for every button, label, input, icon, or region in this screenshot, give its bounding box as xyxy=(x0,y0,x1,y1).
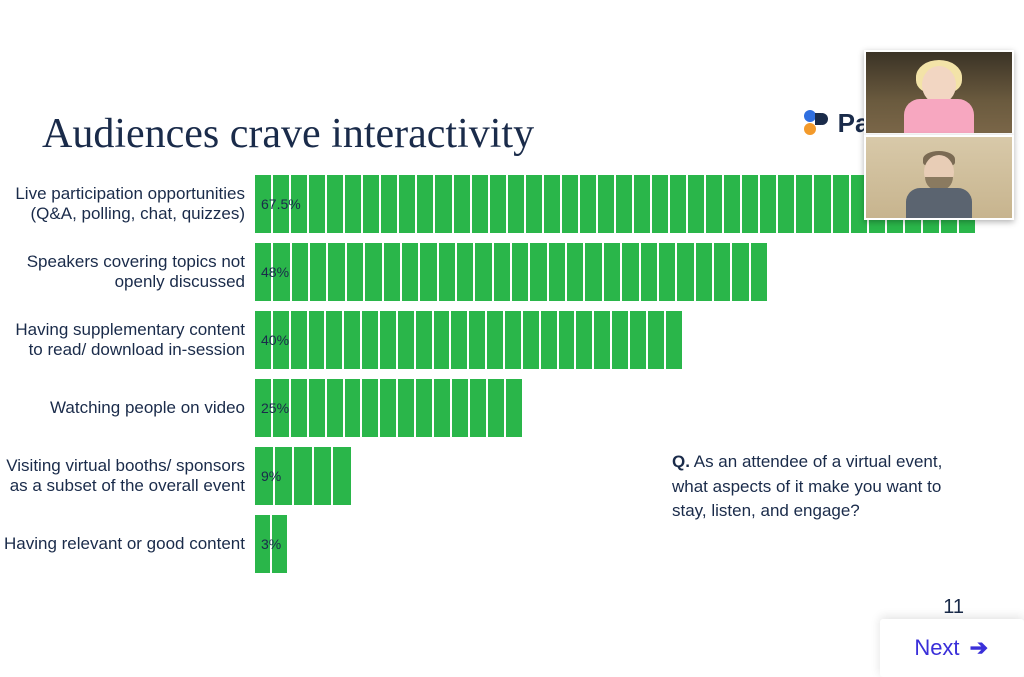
webcam-panel xyxy=(864,50,1014,220)
slide: Audiences crave interactivity Path Live … xyxy=(0,0,1024,677)
chart-row: Watching people on video 25% xyxy=(0,379,1000,437)
chart-bar-track: 48% xyxy=(255,243,975,301)
chart-bar-value: 9% xyxy=(261,468,281,484)
page-number: 11 xyxy=(943,596,964,619)
webcam-thumbnail-2[interactable] xyxy=(864,135,1014,220)
chart-bar-track: 25% xyxy=(255,379,975,437)
chart-row-label: Speakers covering topics not openly disc… xyxy=(0,252,255,293)
survey-question: Q. As an attendee of a virtual event, wh… xyxy=(672,450,972,524)
chart-bar xyxy=(255,379,522,437)
next-button-label: Next xyxy=(914,635,959,661)
arrow-right-icon: ➔ xyxy=(970,635,988,661)
chart-bar-value: 25% xyxy=(261,400,289,416)
logo-mark-icon xyxy=(802,109,830,139)
chart-row-label: Visiting virtual booths/ sponsors as a s… xyxy=(0,456,255,497)
next-button[interactable]: Next ➔ xyxy=(880,619,1024,677)
chart-row-label: Live participation opportunities (Q&A, p… xyxy=(0,184,255,225)
chart-row-label: Having supplementary content to read/ do… xyxy=(0,320,255,361)
chart-row-label: Watching people on video xyxy=(0,398,255,418)
chart-row: Having supplementary content to read/ do… xyxy=(0,311,1000,369)
chart-bar-value: 40% xyxy=(261,332,289,348)
chart-bar-value: 3% xyxy=(261,536,281,552)
chart-bar-value: 48% xyxy=(261,264,289,280)
slide-title: Audiences crave interactivity xyxy=(42,110,534,158)
question-text: As an attendee of a virtual event, what … xyxy=(672,452,942,520)
question-prefix: Q. xyxy=(672,452,690,471)
chart-row: Speakers covering topics not openly disc… xyxy=(0,243,1000,301)
chart-bar xyxy=(255,311,682,369)
chart-bar-track: 40% xyxy=(255,311,975,369)
chart-row: Live participation opportunities (Q&A, p… xyxy=(0,175,1000,233)
chart-bar-value: 67.5% xyxy=(261,196,301,212)
chart-bar xyxy=(255,243,767,301)
webcam-thumbnail-1[interactable] xyxy=(864,50,1014,135)
chart-row-label: Having relevant or good content xyxy=(0,534,255,554)
